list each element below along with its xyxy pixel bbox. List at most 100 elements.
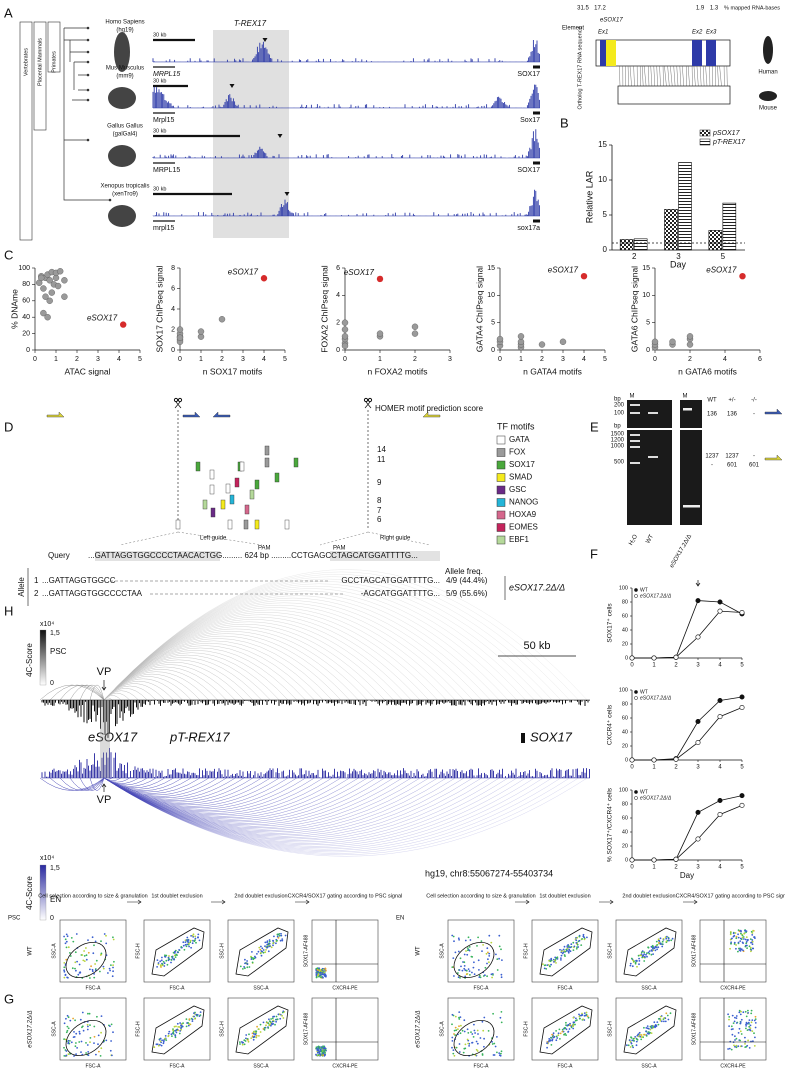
event — [632, 1039, 635, 1042]
y-tick-label: 6 — [336, 265, 340, 272]
event — [93, 1035, 96, 1038]
event — [279, 939, 282, 942]
x-tick-label: 1 — [54, 356, 58, 363]
event — [63, 976, 66, 979]
event — [87, 1025, 89, 1028]
event — [156, 959, 159, 961]
event — [728, 1047, 731, 1050]
event — [274, 1023, 276, 1026]
y-axis-label: SOX17 ChIPseq signal — [154, 265, 164, 352]
event — [557, 1034, 560, 1037]
scissors — [365, 401, 372, 409]
alignment-line — [682, 65, 684, 87]
event — [498, 934, 501, 937]
event — [281, 1014, 283, 1017]
event — [491, 1043, 494, 1045]
event — [464, 1047, 467, 1050]
point — [61, 277, 68, 284]
event — [560, 950, 563, 953]
event — [92, 952, 95, 955]
motif-box — [264, 457, 270, 468]
event — [643, 960, 646, 962]
event — [318, 1047, 321, 1049]
event — [258, 946, 261, 949]
event — [732, 1022, 735, 1024]
event — [500, 948, 502, 951]
motif-box — [220, 499, 226, 510]
locus-shade — [213, 30, 289, 238]
alignment-line — [659, 65, 661, 87]
point — [218, 316, 226, 323]
event — [453, 1033, 455, 1035]
legend-label: eSOX17.2Δ/Δ — [640, 593, 672, 599]
event — [63, 1055, 66, 1057]
event — [735, 1046, 738, 1049]
point — [717, 714, 723, 720]
point — [651, 655, 657, 661]
event — [551, 1039, 554, 1042]
event — [747, 1021, 750, 1024]
lane-label: H₂O — [628, 534, 639, 547]
event — [279, 1017, 282, 1020]
event — [268, 1020, 271, 1022]
event — [269, 945, 271, 948]
allele-freq: 5/9 (55.6%) — [446, 589, 488, 598]
clade-box — [19, 21, 33, 241]
event — [180, 946, 183, 948]
event — [626, 1044, 628, 1047]
event — [659, 1019, 662, 1022]
event — [170, 961, 172, 964]
motif-box — [243, 519, 249, 530]
event — [543, 967, 546, 970]
point — [717, 599, 723, 605]
interaction-arc — [103, 633, 350, 701]
event — [110, 1023, 113, 1026]
event — [94, 940, 97, 943]
event — [555, 962, 557, 964]
event — [199, 1011, 202, 1013]
percentage: 1.3 — [710, 6, 719, 12]
x-axis-label: n GATA6 motifs — [678, 366, 737, 376]
event — [463, 965, 466, 967]
event — [102, 965, 105, 968]
signal-track — [152, 129, 540, 158]
event — [189, 941, 192, 944]
tree-node — [86, 98, 90, 102]
alignment-line — [650, 65, 653, 87]
event — [556, 956, 559, 959]
event — [93, 973, 95, 975]
motif-name: FOX — [509, 448, 526, 457]
event — [457, 950, 460, 953]
event — [735, 937, 738, 940]
event — [575, 942, 578, 944]
flow-plot — [447, 997, 515, 1061]
event — [260, 954, 263, 957]
scissors — [363, 397, 369, 403]
x-tick-label: 1 — [652, 765, 656, 771]
event — [66, 1029, 69, 1032]
event — [194, 939, 196, 941]
event — [246, 966, 249, 969]
step-label: CXCR4/SOX17 gating according to PSC sign… — [288, 893, 403, 899]
event — [270, 1024, 272, 1027]
event — [727, 1048, 729, 1050]
event — [654, 1024, 657, 1027]
event — [184, 941, 187, 943]
event — [96, 1015, 98, 1018]
event — [740, 1010, 742, 1013]
motif-swatch — [496, 535, 506, 545]
event — [650, 949, 653, 952]
point — [695, 598, 701, 604]
event — [182, 1022, 185, 1024]
x-axis-label: n GATA4 motifs — [523, 366, 582, 376]
event — [483, 1016, 486, 1019]
point — [669, 338, 676, 345]
point — [739, 704, 745, 710]
event — [168, 955, 170, 957]
event — [164, 954, 166, 957]
event — [751, 943, 754, 946]
event — [576, 1019, 578, 1021]
unit-label: bp — [614, 397, 621, 403]
event — [172, 1033, 175, 1035]
point — [739, 694, 745, 700]
